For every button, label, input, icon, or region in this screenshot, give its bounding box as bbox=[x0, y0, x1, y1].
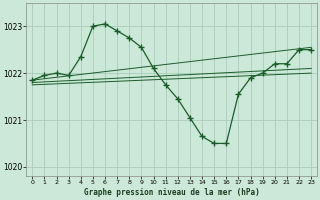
X-axis label: Graphe pression niveau de la mer (hPa): Graphe pression niveau de la mer (hPa) bbox=[84, 188, 260, 197]
